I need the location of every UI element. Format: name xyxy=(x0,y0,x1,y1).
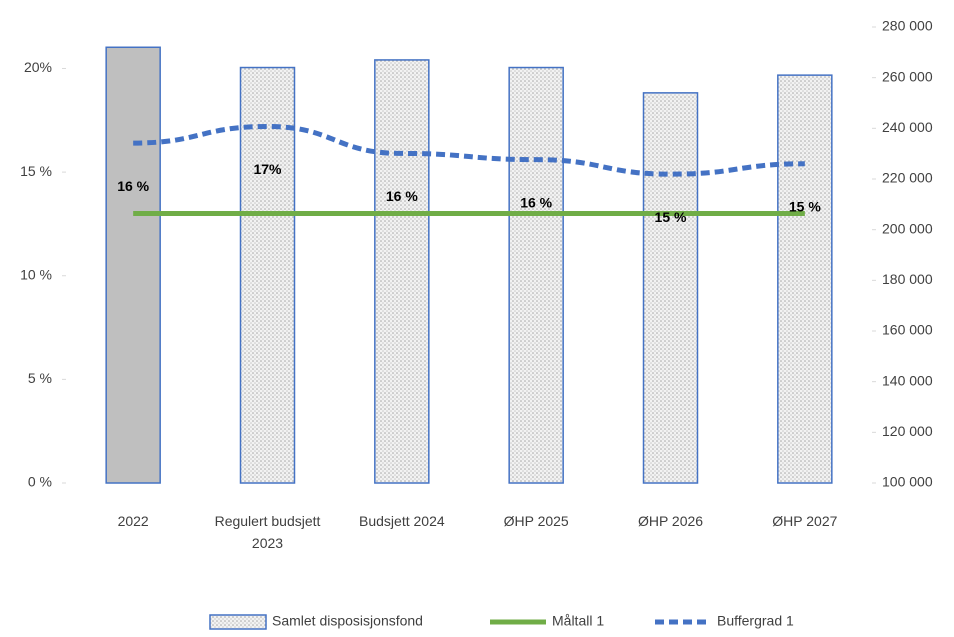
data-label: 17% xyxy=(253,161,282,177)
y-tick-label: 15 % xyxy=(20,163,52,179)
y2-tick-label: 160 000 xyxy=(882,322,933,338)
y2-tick-label: 100 000 xyxy=(882,474,933,490)
y-tick-label: 0 % xyxy=(28,474,52,490)
x-tick-label: ØHP 2025 xyxy=(503,513,569,529)
y2-tick-label: 120 000 xyxy=(882,423,933,439)
bar xyxy=(239,66,296,484)
bar xyxy=(777,74,833,484)
y2-tick-label: 280 000 xyxy=(882,18,933,34)
y2-tick-label: 180 000 xyxy=(882,271,933,287)
bar xyxy=(508,66,564,484)
y2-tick-label: 140 000 xyxy=(882,372,933,388)
x-tick-label: 2022 xyxy=(117,513,149,529)
y2-tick-label: 200 000 xyxy=(882,220,933,236)
data-label: 15 % xyxy=(655,209,687,225)
y-tick-label: 5 % xyxy=(28,370,52,386)
data-label: 16 % xyxy=(520,194,552,210)
bar xyxy=(105,46,161,484)
y-tick-label: 10 % xyxy=(20,266,52,282)
bar xyxy=(642,92,699,484)
x-tick-label: Regulert budsjett 2023 xyxy=(214,513,321,551)
legend-swatch xyxy=(209,614,267,630)
y2-tick-label: 260 000 xyxy=(882,68,933,84)
x-tick-label: ØHP 2026 xyxy=(637,513,704,529)
y-tick-label: 20% xyxy=(24,59,52,75)
legend-label: Samlet disposisjonsfond xyxy=(272,613,423,629)
y2-tick-label: 220 000 xyxy=(882,170,933,186)
legend-label: Buffergrad 1 xyxy=(717,613,794,629)
x-tick-label: ØHP 2027 xyxy=(772,513,838,529)
data-label: 15 % xyxy=(789,199,821,215)
data-label: 16 % xyxy=(117,178,149,194)
y2-tick-label: 240 000 xyxy=(882,119,933,135)
data-label: 16 % xyxy=(386,188,418,204)
bar xyxy=(374,59,430,484)
line xyxy=(133,123,805,177)
x-tick-label: Budsjett 2024 xyxy=(359,513,445,529)
legend-label: Måltall 1 xyxy=(552,613,604,629)
